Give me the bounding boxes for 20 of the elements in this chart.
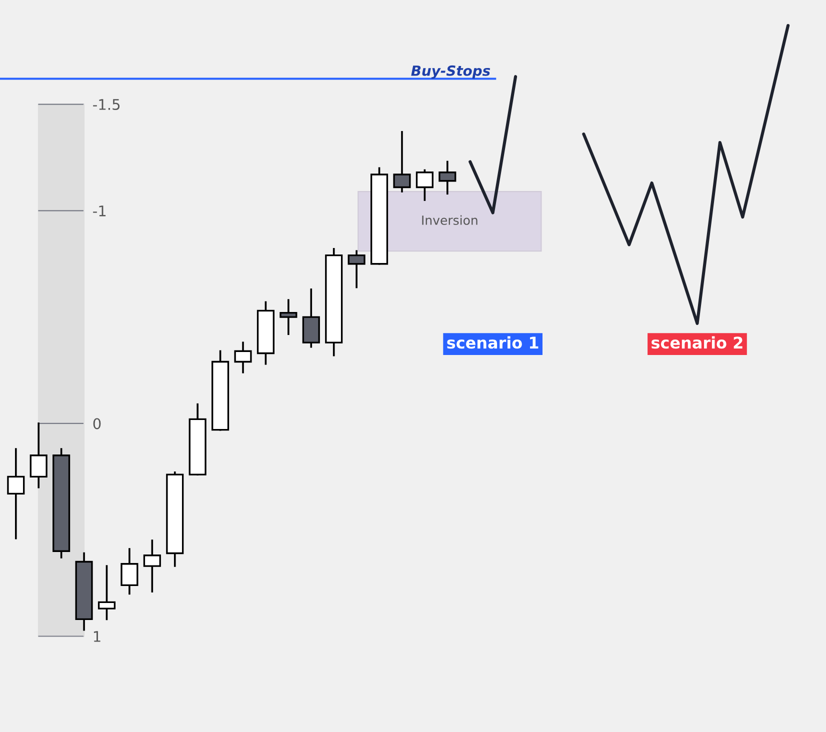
candlestick	[98, 565, 116, 620]
annotation: scenario 2	[652, 336, 742, 349]
band-label: Inversion	[422, 215, 478, 225]
candlestick	[280, 299, 298, 335]
candlestick	[234, 342, 252, 374]
y-tick-label: 0	[93, 418, 101, 430]
candlestick	[438, 160, 456, 195]
line-series	[582, 24, 790, 325]
candlestick	[30, 422, 48, 488]
y-tick-label: -1.5	[93, 99, 120, 110]
candlestick	[393, 131, 411, 192]
y-tick-label: 1	[94, 631, 100, 642]
ref-line-label: Buy-Stops	[411, 65, 490, 79]
candlestick	[120, 548, 138, 595]
candlestick	[143, 540, 161, 592]
annotation: scenario 1	[447, 336, 538, 349]
candlestick	[7, 448, 25, 540]
y-tick-label: -1	[93, 206, 106, 216]
candlestick	[348, 250, 366, 288]
candlestick	[416, 169, 434, 201]
